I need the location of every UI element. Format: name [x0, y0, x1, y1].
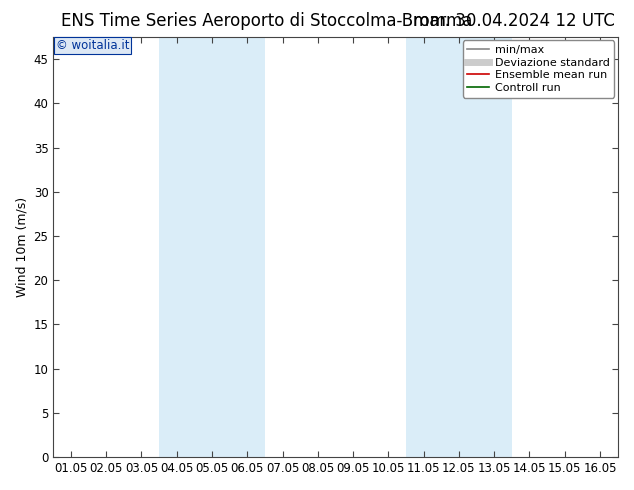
Text: ENS Time Series Aeroporto di Stoccolma-Bromma: ENS Time Series Aeroporto di Stoccolma-B… [61, 12, 472, 30]
Text: © woitalia.it: © woitalia.it [56, 39, 129, 52]
Bar [406, 37, 512, 457]
Bar [159, 37, 265, 457]
Legend: min/max, Deviazione standard, Ensemble mean run, Controll run: min/max, Deviazione standard, Ensemble m… [463, 40, 614, 98]
Y-axis label: Wind 10m (m/s): Wind 10m (m/s) [15, 197, 28, 297]
Text: mar. 30.04.2024 12 UTC: mar. 30.04.2024 12 UTC [413, 12, 615, 30]
